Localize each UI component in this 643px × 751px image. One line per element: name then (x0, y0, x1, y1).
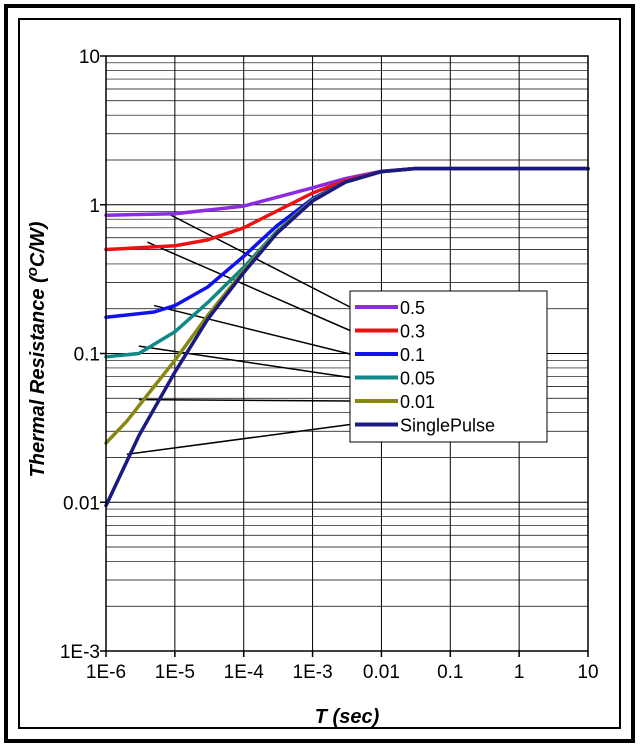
y-tick-label: 1E-3 (60, 642, 100, 663)
series-lines (104, 166, 590, 508)
y-axis-title-superscript: o (24, 267, 41, 276)
y-tick-label: 1 (89, 196, 100, 217)
y-tick-label: 0.1 (74, 345, 100, 366)
x-tick-label: 1E-5 (155, 662, 195, 683)
legend: 0.5 0.3 0.1 0.05 0.01 SinglePulse (349, 290, 548, 443)
legend-label: SinglePulse (400, 416, 495, 436)
tick-labels: 1E-6 1E-5 1E-4 1E-3 0.01 0.1 1 10 1E-3 0.01 0.1 1 10 (60, 47, 599, 683)
legend-box (349, 290, 548, 443)
x-tick-label: 0.01 (363, 662, 400, 683)
annotation-lines (126, 213, 351, 456)
annotation-line (138, 398, 351, 402)
legend-label: 0.05 (400, 369, 435, 389)
inner-frame (18, 18, 621, 729)
annotation-line (138, 345, 351, 379)
y-axis-title-suffix: C/W) (27, 221, 49, 267)
annotation-line (167, 213, 351, 308)
series-line-singlepulse (104, 166, 590, 508)
legend-label: 0.1 (400, 345, 425, 365)
annotation-line (153, 304, 351, 355)
y-axis-title-prefix: Thermal Resistance ( (27, 274, 49, 478)
x-tick-label: 1E-4 (224, 662, 265, 683)
legend-label: 0.01 (400, 392, 435, 412)
series-line-0-5 (104, 166, 590, 217)
y-axis-title: Thermal Resistance (oC/W) (24, 221, 49, 477)
annotation-line (147, 241, 351, 332)
y-tick-label: 10 (79, 47, 100, 68)
y-tick-label: 0.01 (63, 493, 100, 514)
x-tick-label: 10 (577, 662, 598, 683)
legend-label: 0.3 (400, 322, 425, 342)
x-tick-label: 1E-3 (293, 662, 333, 683)
x-tick-label: 1 (514, 662, 525, 683)
x-tick-label: 0.1 (437, 662, 463, 683)
annotation-line (126, 423, 351, 456)
x-tick-label: 1E-6 (86, 662, 126, 683)
x-axis-title: T (sec) (315, 706, 380, 728)
legend-label: 0.5 (400, 298, 425, 318)
